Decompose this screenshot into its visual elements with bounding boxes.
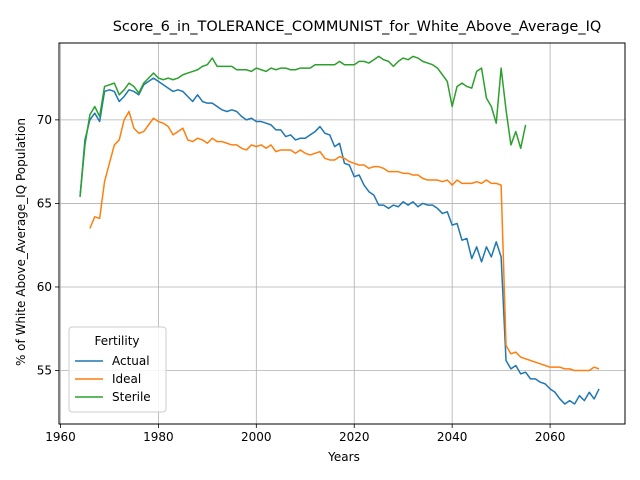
legend-label-actual: Actual bbox=[112, 354, 150, 368]
legend-title: Fertility bbox=[94, 334, 139, 348]
legend-label-ideal: Ideal bbox=[112, 372, 141, 386]
series-line-actual bbox=[79, 77, 600, 405]
x-tick-label: 2040 bbox=[437, 430, 468, 444]
x-tick-label: 2020 bbox=[339, 430, 370, 444]
x-tick-label: 1960 bbox=[45, 430, 76, 444]
x-axis-label: Years bbox=[327, 450, 360, 464]
legend-label-sterile: Sterile bbox=[112, 390, 151, 404]
y-axis-ticks: 55 60 65 70 bbox=[37, 113, 59, 378]
y-tick-label: 65 bbox=[37, 196, 52, 210]
y-tick-label: 55 bbox=[37, 364, 52, 378]
legend-items: Actual Ideal Sterile bbox=[75, 354, 151, 404]
series-line-ideal bbox=[89, 110, 600, 372]
x-axis-ticks: 1960 1980 2000 2020 2040 2060 bbox=[45, 424, 565, 444]
x-tick-label: 2060 bbox=[535, 430, 566, 444]
series-line-sterile bbox=[79, 55, 527, 197]
series-lines bbox=[79, 55, 600, 405]
legend: Fertility Actual Ideal Sterile bbox=[68, 326, 167, 413]
x-tick-label: 2000 bbox=[241, 430, 272, 444]
chart-title: Score_6_in_TOLERANCE_COMMUNIST_for_White… bbox=[113, 19, 602, 35]
x-tick-label: 1980 bbox=[143, 430, 174, 444]
plot-frame bbox=[58, 42, 626, 425]
y-tick-label: 70 bbox=[37, 113, 52, 127]
y-tick-label: 60 bbox=[37, 280, 52, 294]
legend-box bbox=[68, 326, 167, 413]
y-axis-label: % of White Above_Average_IQ Population bbox=[14, 118, 28, 366]
